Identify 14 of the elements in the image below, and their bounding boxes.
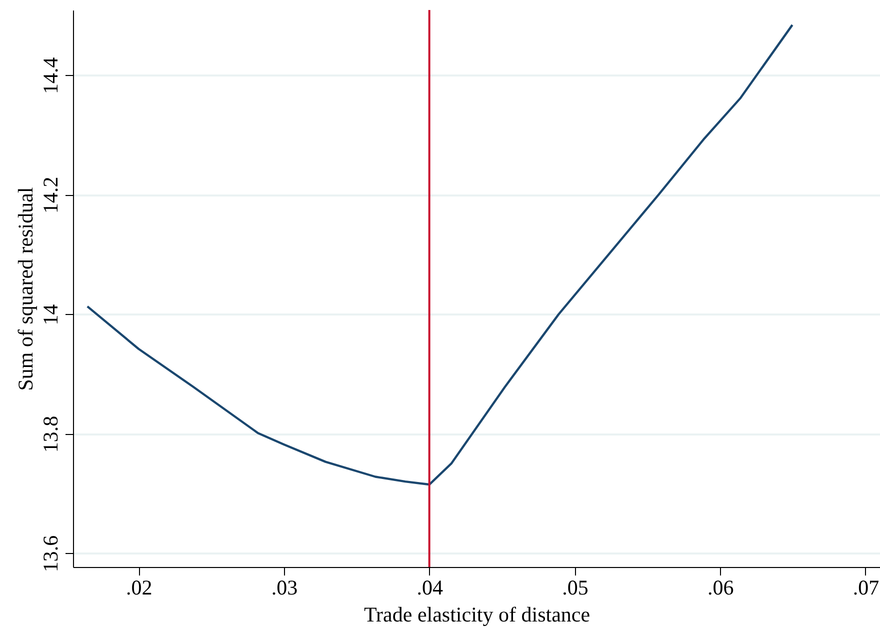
y-tick-label: 14.4 [38, 56, 62, 94]
x-tick-label: .05 [562, 576, 588, 600]
x-tick-label: .03 [271, 576, 298, 600]
x-tick-label: .02 [126, 576, 152, 600]
x-axis-title: Trade elasticity of distance [364, 602, 590, 626]
line-series [86, 24, 794, 486]
x-tick-label: .07 [852, 576, 880, 600]
x-tick-label: .06 [707, 576, 734, 600]
y-axis-title: Sum of squared residual [14, 187, 38, 391]
y-tick-label: 13.8 [38, 416, 62, 453]
y-tick-label: 14 [38, 304, 62, 326]
x-tick-label: .04 [416, 576, 444, 600]
y-tick-label: 13.6 [38, 535, 62, 572]
y-tick-label: 14.2 [38, 176, 62, 214]
